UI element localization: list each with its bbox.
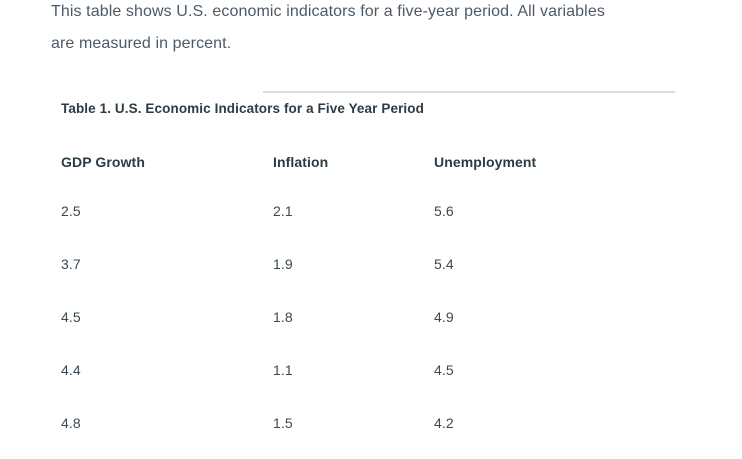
- cell-gdp-growth: 3.7: [61, 255, 81, 272]
- table-caption: Table 1. U.S. Economic Indicators for a …: [61, 101, 424, 116]
- cell-gdp-growth: 4.8: [61, 414, 81, 431]
- table-row: 4.5 1.8 4.9: [61, 290, 674, 343]
- column-header-gdp-growth: GDP Growth: [61, 153, 145, 170]
- cell-gdp-growth: 4.4: [61, 361, 81, 378]
- intro-line-1: This table shows U.S. economic indicator…: [51, 3, 605, 20]
- table-header-row: GDP Growth Inflation Unemployment: [61, 139, 674, 184]
- table-row: 3.7 1.9 5.4: [61, 237, 674, 290]
- cell-unemployment: 5.6: [434, 202, 454, 219]
- section-divider: [263, 91, 675, 93]
- intro-paragraph: This table shows U.S. economic indicator…: [51, 0, 605, 60]
- column-header-unemployment: Unemployment: [434, 153, 537, 170]
- cell-gdp-growth: 2.5: [61, 202, 81, 219]
- cell-unemployment: 4.9: [434, 308, 454, 325]
- intro-line-2: are measured in percent.: [51, 35, 232, 52]
- table-row: 2.5 2.1 5.6: [61, 184, 674, 237]
- cell-unemployment: 4.2: [434, 414, 454, 431]
- cell-inflation: 1.5: [273, 414, 293, 431]
- cell-inflation: 1.9: [273, 255, 293, 272]
- cell-gdp-growth: 4.5: [61, 308, 81, 325]
- cell-inflation: 2.1: [273, 202, 293, 219]
- cell-inflation: 1.8: [273, 308, 293, 325]
- column-header-inflation: Inflation: [273, 153, 329, 170]
- table-row: 4.4 1.1 4.5: [61, 343, 674, 396]
- table-row: 4.8 1.5 4.2: [61, 396, 674, 449]
- cell-unemployment: 4.5: [434, 361, 454, 378]
- cell-inflation: 1.1: [273, 361, 293, 378]
- economic-indicators-table: GDP Growth Inflation Unemployment 2.5 2.…: [61, 139, 674, 449]
- cell-unemployment: 5.4: [434, 255, 454, 272]
